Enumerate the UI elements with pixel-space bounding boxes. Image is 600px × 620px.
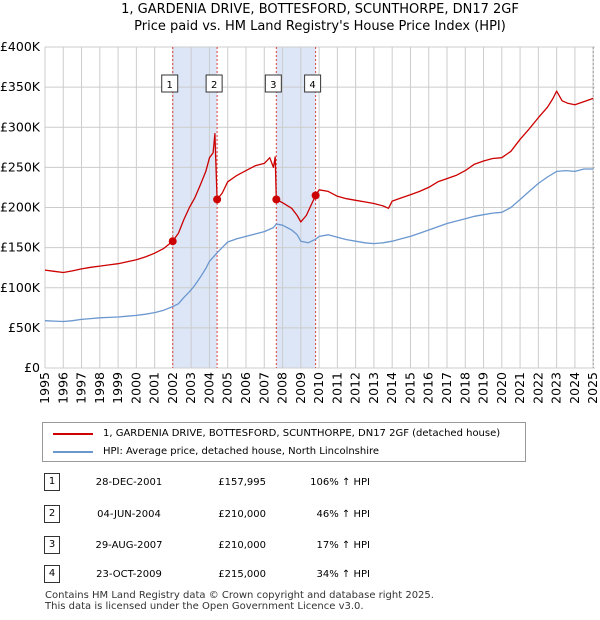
footer-copyright: Contains HM Land Registry data © Crown c… — [45, 590, 434, 601]
x-tick-label: 2000 — [128, 372, 143, 404]
footer-licence: This data is licensed under the Open Gov… — [45, 601, 364, 612]
transaction-label-box — [264, 74, 282, 93]
legend-property-swatch — [53, 433, 93, 435]
transaction-number: 2 — [44, 505, 60, 523]
property-price-line — [44, 90, 594, 274]
x-tick-label: 2001 — [147, 372, 162, 404]
transaction-number: 3 — [44, 536, 60, 554]
x-tick-label: 1995 — [37, 372, 52, 404]
transaction-price: £210,000 — [218, 509, 266, 520]
transaction-price: £210,000 — [218, 540, 266, 551]
x-tick-label: 2020 — [494, 372, 509, 404]
y-tick-label: £0 — [24, 360, 40, 375]
transaction-price: £215,000 — [218, 569, 266, 580]
transaction-label: 1 — [161, 74, 179, 93]
x-tick-label: 1999 — [110, 372, 125, 404]
x-tick-label: 2005 — [220, 372, 235, 404]
x-tick-label: 2002 — [165, 372, 180, 404]
transaction-labels: 1 2 3 4 — [161, 74, 322, 93]
transaction-label-text: 1 — [167, 80, 173, 91]
x-tick-label: 2009 — [293, 372, 308, 404]
x-tick-label: 2022 — [530, 372, 545, 404]
x-tick-label: 2016 — [421, 372, 436, 404]
transaction-price: £157,995 — [218, 477, 266, 488]
x-tick-label: 2011 — [329, 372, 344, 404]
x-tick-label: 2008 — [275, 372, 290, 404]
legend-hpi-label: HPI: Average price, detached house, Nort… — [103, 446, 380, 457]
y-tick-label: £200K — [0, 200, 41, 215]
transaction-marker — [168, 237, 177, 246]
x-tick-label: 2010 — [311, 372, 326, 404]
x-tick-label: 1997 — [74, 372, 89, 404]
series-lines — [44, 90, 594, 323]
transaction-label-text: 2 — [211, 80, 217, 91]
x-tick-label: 2021 — [512, 372, 527, 404]
x-axis-ticks: 1995 1996 1997 1998 1999 2000 2001 2002 2003 2004… — [37, 372, 600, 404]
x-tick-label: 2025 — [585, 372, 600, 404]
transaction-number: 4 — [44, 565, 60, 583]
x-tick-label: 2014 — [384, 372, 399, 404]
transaction-label: 3 — [264, 74, 282, 93]
y-tick-label: £150K — [0, 240, 41, 255]
transaction-lines — [172, 47, 317, 368]
transaction-date: 28-DEC-2001 — [95, 477, 163, 488]
x-tick-label: 2018 — [457, 372, 472, 404]
transaction-markers — [168, 191, 320, 246]
x-tick-label: 2015 — [402, 372, 417, 404]
x-tick-label: 1996 — [55, 372, 70, 404]
x-tick-label: 1998 — [92, 372, 107, 404]
transaction-label-box — [161, 74, 179, 93]
transaction-hpi: 46% ↑ HPI — [316, 509, 370, 520]
x-tick-label: 2003 — [183, 372, 198, 404]
chart-title-line1: 1, GARDENIA DRIVE, BOTTESFORD, SCUNTHORP… — [121, 2, 519, 17]
transaction-label: 4 — [304, 74, 322, 93]
y-tick-label: £100K — [0, 280, 41, 295]
x-tick-label: 2004 — [201, 372, 216, 404]
legend-hpi-swatch — [53, 451, 93, 453]
x-tick-label: 2006 — [238, 372, 253, 404]
transaction-date: 04-JUN-2004 — [97, 509, 161, 520]
transaction-label-text: 4 — [309, 80, 315, 91]
y-tick-label: £350K — [0, 79, 41, 94]
transaction-number: 1 — [44, 473, 60, 491]
y-tick-label: £400K — [0, 39, 41, 54]
x-tick-label: 2019 — [476, 372, 491, 404]
transaction-label: 2 — [205, 74, 223, 93]
price-chart: 1, GARDENIA DRIVE, BOTTESFORD, SCUNTHORP… — [0, 2, 600, 404]
legend: 1, GARDENIA DRIVE, BOTTESFORD, SCUNTHORP… — [42, 422, 526, 462]
transaction-hpi: 106% ↑ HPI — [310, 477, 370, 488]
transaction-marker — [213, 195, 222, 204]
transaction-hpi: 17% ↑ HPI — [316, 540, 370, 551]
x-tick-label: 2024 — [567, 372, 582, 404]
y-tick-label: £50K — [8, 320, 41, 335]
transaction-hpi: 34% ↑ HPI — [316, 569, 370, 580]
x-tick-label: 2017 — [439, 372, 454, 404]
gridlines — [44, 46, 595, 369]
hpi-line — [44, 168, 594, 323]
transaction-date: 23-OCT-2009 — [96, 569, 162, 580]
x-tick-label: 2023 — [549, 372, 564, 404]
y-tick-label: £300K — [0, 119, 41, 134]
chart-title-line2: Price paid vs. HM Land Registry's House … — [134, 19, 506, 34]
transaction-marker — [272, 195, 281, 204]
y-axis-ticks: £0 £50K £100K £150K £200K £250K £300K £350K £400… — [0, 39, 41, 375]
x-tick-label: 2007 — [256, 372, 271, 404]
transaction-label-box — [304, 74, 322, 93]
x-tick-label: 2013 — [366, 372, 381, 404]
transaction-label-box — [205, 74, 223, 93]
x-tick-label: 2012 — [348, 372, 363, 404]
y-tick-label: £250K — [0, 159, 41, 174]
transaction-label-text: 3 — [270, 80, 276, 91]
legend-property-label: 1, GARDENIA DRIVE, BOTTESFORD, SCUNTHORP… — [103, 428, 501, 439]
transaction-date: 29-AUG-2007 — [95, 540, 163, 551]
transaction-marker — [311, 191, 320, 200]
